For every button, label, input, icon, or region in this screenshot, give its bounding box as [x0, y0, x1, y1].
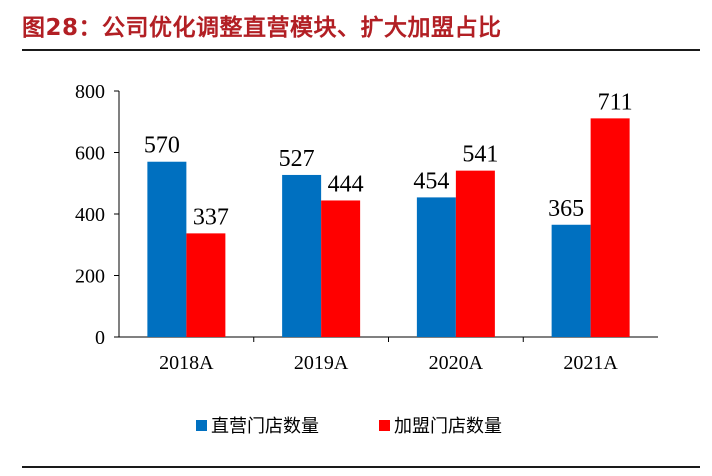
chart-title: 图28：公司优化调整直营模块、扩大加盟占比 — [22, 15, 502, 41]
data-label-direct: 570 — [144, 133, 180, 159]
bar-direct — [551, 224, 591, 337]
data-label-direct: 365 — [548, 196, 584, 222]
bar-direct — [147, 161, 187, 337]
data-label-franchise: 711 — [598, 89, 633, 115]
x-tick-label: 2020A — [429, 352, 484, 374]
data-label-franchise: 541 — [462, 142, 498, 168]
bar-direct — [282, 174, 322, 337]
bar-franchise — [321, 200, 361, 337]
x-tick-label: 2021A — [563, 352, 618, 374]
data-labels: 570 337 527 444 454 541 365 711 — [144, 89, 633, 230]
y-tick-label: 200 — [75, 266, 105, 288]
footer-rule — [22, 466, 700, 468]
y-tick-label: 400 — [75, 204, 105, 226]
legend-swatch-franchise — [379, 420, 390, 431]
legend-swatch-direct — [196, 420, 207, 431]
chart-bars — [147, 118, 630, 338]
data-label-direct: 527 — [279, 146, 315, 172]
bar-franchise — [186, 233, 226, 337]
title-rule — [22, 49, 700, 51]
bar-franchise — [590, 118, 630, 338]
x-tick-label: 2019A — [294, 352, 349, 374]
data-label-direct: 454 — [413, 168, 449, 194]
x-tick-label: 2018A — [159, 352, 214, 374]
y-tick-label: 800 — [75, 81, 105, 103]
legend-label-direct: 直营门店数量 — [211, 416, 319, 437]
legend-label-franchise: 加盟门店数量 — [394, 416, 502, 437]
y-tick-label: 0 — [95, 327, 105, 349]
chart-legend: 直营门店数量 加盟门店数量 — [196, 416, 502, 437]
data-label-franchise: 444 — [328, 171, 364, 197]
data-label-franchise: 337 — [193, 204, 229, 230]
bar-direct — [416, 197, 456, 337]
bar-franchise — [455, 170, 495, 337]
y-tick-label: 600 — [75, 143, 105, 165]
